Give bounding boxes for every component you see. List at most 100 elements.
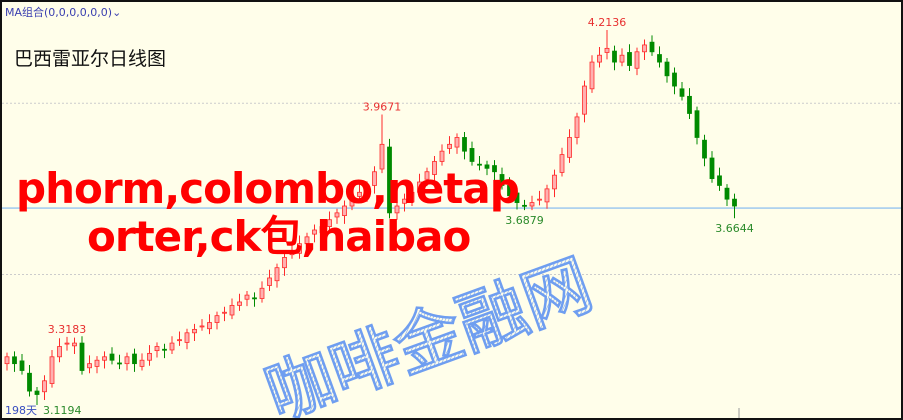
candle-up <box>582 85 587 115</box>
watermark-text: 咖啡金融网 <box>256 245 603 418</box>
candle-up <box>87 363 92 369</box>
candle-up <box>379 143 385 170</box>
candle-up <box>439 150 445 162</box>
candle-up <box>282 257 287 269</box>
candle-up <box>177 339 182 342</box>
candle-up <box>642 44 647 53</box>
price-label-3.6879: 3.6879 <box>505 214 544 227</box>
candle-up <box>402 198 407 204</box>
candle-down <box>709 157 715 179</box>
candle-up <box>289 250 295 256</box>
candle-up <box>417 181 422 193</box>
candle-down <box>687 95 692 114</box>
candle-up <box>244 294 250 300</box>
candle-up <box>364 185 370 196</box>
candle-down <box>34 390 40 395</box>
candle-down <box>649 41 655 53</box>
candle-up <box>184 332 190 343</box>
candle-up <box>214 315 220 323</box>
candle-down <box>252 297 257 300</box>
candle-down <box>132 353 137 365</box>
candle-down <box>724 187 730 200</box>
candle-up <box>49 356 55 384</box>
candle-up <box>319 226 325 234</box>
candle-up <box>597 54 602 63</box>
candle-up <box>537 198 542 201</box>
candle-down <box>499 174 505 186</box>
candle-up <box>342 205 347 217</box>
candle-up <box>424 171 430 180</box>
candle-up <box>349 198 355 207</box>
candle-up <box>529 202 535 207</box>
candle-up <box>552 174 557 190</box>
candle-up <box>192 328 197 334</box>
candle-up <box>409 191 415 203</box>
ma-selector-label: MA组合(0,0,0,0,0,0) <box>5 6 113 19</box>
overlay-text-line1: phorm,colombo,netap <box>16 164 520 213</box>
candle-up <box>102 356 107 361</box>
candle-down <box>469 148 475 162</box>
candle-up <box>274 267 280 282</box>
candle-up <box>327 219 332 227</box>
candle-down <box>117 362 122 365</box>
candle-up <box>432 161 437 175</box>
candle-up <box>94 359 100 367</box>
candle-up <box>619 54 625 63</box>
candle-down <box>657 54 662 63</box>
candle-up <box>147 352 152 361</box>
candle-up <box>372 171 377 186</box>
candle-up <box>139 359 145 367</box>
candle-down <box>462 137 467 152</box>
candle-down <box>492 165 497 173</box>
candle-up <box>567 137 572 158</box>
price-label-3.3183: 3.3183 <box>48 323 87 336</box>
candle-up <box>604 47 610 53</box>
candle-down <box>679 88 685 97</box>
candle-up <box>169 342 175 351</box>
candle-up <box>64 342 70 345</box>
candle-down <box>12 356 17 365</box>
candle-up <box>237 301 242 306</box>
candle-up <box>199 325 205 328</box>
candle-up <box>72 342 77 347</box>
candle-down <box>484 164 490 169</box>
candle-down <box>162 348 167 351</box>
candle-down <box>702 139 707 159</box>
chevron-down-icon: ⌄ <box>112 6 122 19</box>
price-label-4.2136: 4.2136 <box>588 16 627 29</box>
period-label: 198天 <box>5 404 37 417</box>
candle-up <box>574 116 580 138</box>
candle-down <box>514 192 520 203</box>
candle-up <box>154 346 160 352</box>
candle-up <box>357 191 362 197</box>
candle-down <box>672 72 677 87</box>
candle-down <box>664 61 670 77</box>
candle-up <box>42 380 47 393</box>
candle-up <box>267 277 272 286</box>
candle-down <box>79 342 85 371</box>
chart-title: 巴西雷亚尔日线图 <box>14 48 167 70</box>
candle-up <box>297 243 302 254</box>
candle-up <box>447 143 452 149</box>
candle-up <box>454 137 460 148</box>
candle-down <box>627 52 632 66</box>
candle-down <box>19 360 25 371</box>
candle-down <box>109 353 115 361</box>
price-label-3.9671: 3.9671 <box>363 100 402 113</box>
candle-up <box>544 188 550 203</box>
overlay-text-line2: orter,ck包,haibao <box>87 212 471 261</box>
candle-down <box>522 204 527 207</box>
candle-down <box>507 185 512 197</box>
candle-up <box>394 205 400 214</box>
candle-down <box>717 175 722 186</box>
ma-selector[interactable]: MA组合(0,0,0,0,0,0)⌄ <box>5 4 121 20</box>
candle-up <box>124 356 130 365</box>
candle-up <box>229 304 235 316</box>
candle-up <box>222 311 227 314</box>
candle-down <box>732 198 737 207</box>
candle-down <box>477 163 482 166</box>
price-label-3.1194: 3.1194 <box>43 404 82 417</box>
candle-up <box>312 229 317 235</box>
candle-up <box>304 236 310 245</box>
